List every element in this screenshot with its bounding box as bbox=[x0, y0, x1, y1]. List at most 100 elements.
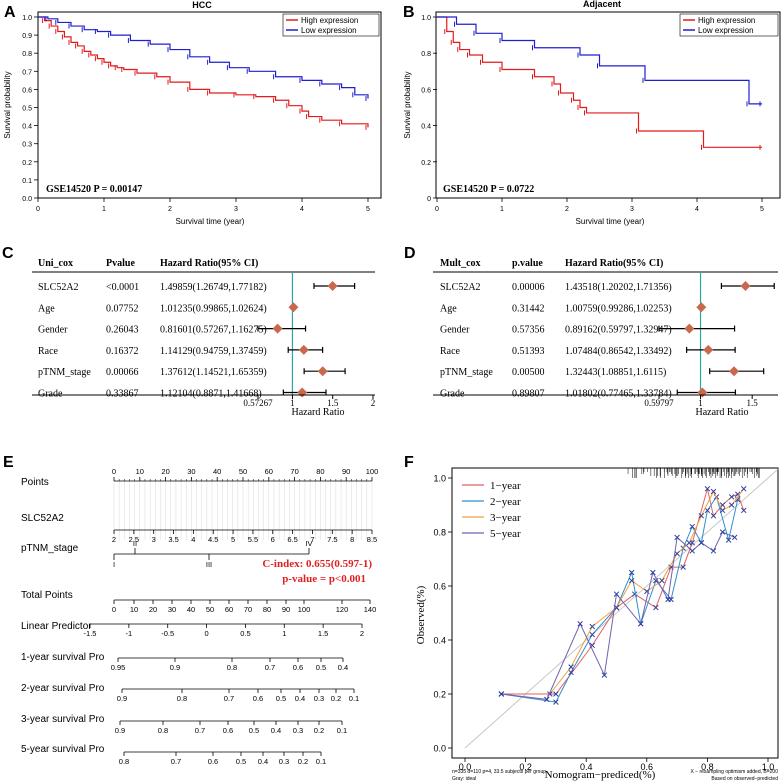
panel-f-point-2-8 bbox=[686, 540, 692, 546]
panel-c-cell-5-0: Grade bbox=[38, 389, 63, 400]
panel-f-xtick-label-1: 0.2 bbox=[519, 762, 532, 772]
panel-f-point-2-4 bbox=[628, 577, 635, 584]
panel-b-legend-low: Low expression bbox=[698, 26, 754, 35]
panel-f-point-2-13 bbox=[741, 486, 747, 492]
panel-e-1-year-tick-label-4: 0.6 bbox=[293, 663, 303, 672]
panel-d-cell-5-2: 1.01802(0.77465,1.33784) bbox=[565, 389, 672, 400]
panel-e-linear-predictor-tick-label-2: -0.5 bbox=[161, 629, 174, 638]
panel-e-slc52a2-tick-label-4: 4 bbox=[191, 535, 195, 544]
panel-e-total-points-tick-label-0: 0 bbox=[112, 605, 116, 614]
panel-f-ytick-label-4: 0.8 bbox=[433, 528, 446, 538]
panel-f-point-3-11 bbox=[710, 548, 717, 554]
panel-f-point-2-9 bbox=[698, 513, 705, 519]
panel-a-ytick-label-4: 0.4 bbox=[22, 124, 32, 131]
panel-e-2-year-tick-label-4: 0.5 bbox=[276, 694, 286, 703]
panel-d: D Mult_cox p.value Hazard Ratio(95% CI) … bbox=[404, 245, 778, 418]
panel-e-5-year-tick-label-6: 0.2 bbox=[298, 757, 308, 766]
panel-b-ytick-label-1: 0.2 bbox=[421, 160, 431, 167]
panel-f-point-3-10 bbox=[698, 540, 705, 546]
panel-e-total-points-tick-label-10: 100 bbox=[298, 605, 311, 614]
panel-d-hr-point-5 bbox=[697, 387, 708, 398]
panel-f-legend-3y: 3−year bbox=[490, 512, 521, 524]
panel-d-cell-0-0: SLC52A2 bbox=[440, 282, 481, 293]
panel-d-axis-label: Hazard Ratio bbox=[695, 407, 748, 418]
panel-c-cell-4-1: 0.00066 bbox=[106, 367, 139, 378]
panel-a-ytick-label-5: 0.5 bbox=[22, 106, 32, 113]
panel-letter-f: F bbox=[404, 454, 414, 471]
panel-e-3-year-tick-label-8: 0.1 bbox=[337, 726, 347, 735]
panel-f-ylabel: Observed(%) bbox=[415, 585, 427, 644]
panel-f-point-3-0 bbox=[498, 691, 505, 697]
panel-e-linear-predictor-tick-label-0: -1.5 bbox=[84, 629, 97, 638]
panel-e-points-tick-label-10: 100 bbox=[366, 467, 379, 476]
panel-f-point-0-7 bbox=[680, 564, 686, 570]
panel-e: E Points SLC52A2 pTNM_stage Total Points Lin… bbox=[3, 454, 378, 766]
panel-c-cell-5-2: 1.12104(0.8871,1.41668) bbox=[160, 389, 262, 400]
panel-f-xlabel: Nomogram−prediced(%) bbox=[545, 769, 656, 781]
panel-d-cell-2-0: Gender bbox=[440, 325, 470, 336]
panel-e-5-year-tick-label-7: 0.1 bbox=[316, 757, 326, 766]
panel-e-total-points-tick-label-5: 50 bbox=[206, 605, 214, 614]
panel-e-3-year-tick-label-7: 0.2 bbox=[314, 726, 324, 735]
panel-a-ylabel: Survival probability bbox=[3, 71, 12, 138]
panel-f-point-3-5 bbox=[637, 621, 644, 627]
panel-d-hr-point-1 bbox=[696, 302, 707, 313]
panel-c-hr-point-5 bbox=[297, 387, 308, 398]
panel-a-pvalue: GSE14520 P = 0.00147 bbox=[46, 184, 142, 195]
panel-e-stage-label-0: I bbox=[113, 560, 115, 569]
panel-e-linear-predictor-tick-label-5: 1 bbox=[282, 629, 286, 638]
panel-a-ytick-label-6: 0.6 bbox=[22, 87, 32, 94]
panel-a-x-ticks: 0 1 2 3 4 5 bbox=[36, 198, 370, 213]
panel-b-curve-low bbox=[437, 16, 762, 105]
panel-e-2-year-tick-label-6: 0.3 bbox=[314, 694, 324, 703]
panel-f-point-3-4 bbox=[613, 591, 620, 597]
panel-f-series-3 bbox=[501, 531, 735, 700]
panel-c-cell-4-0: pTNM_stage bbox=[38, 367, 91, 378]
panel-e-linear-predictor-tick-label-6: 1.5 bbox=[318, 629, 328, 638]
panel-e-grid bbox=[113, 481, 373, 540]
panel-a-ytick-label-10: 1.0 bbox=[22, 15, 32, 22]
panel-f-point-0-5 bbox=[653, 604, 659, 611]
panel-b-legend: High expression Low expression bbox=[679, 13, 779, 37]
panel-e-points-tick-label-6: 60 bbox=[265, 467, 273, 476]
panel-f: F 0.00.20.40.60.81.0 0.0 0.2 0.4 0.6 0.8 1.0 … bbox=[404, 454, 779, 782]
panel-e-stage-label-2: III bbox=[206, 560, 212, 569]
panel-c-cell-0-2: 1.49859(1.26749,1.77182) bbox=[160, 282, 267, 293]
panel-b-xtick-label-4: 4 bbox=[695, 206, 699, 213]
panel-e-slc52a2-tick-label-10: 7 bbox=[310, 535, 314, 544]
panel-a-xtick-label-2: 2 bbox=[168, 206, 172, 213]
panel-letter-d: D bbox=[404, 245, 416, 262]
panel-e-1-year-tick-label-3: 0.7 bbox=[265, 663, 275, 672]
panel-e-row-label-1: SLC52A2 bbox=[21, 513, 64, 524]
panel-e-row-label-0: Points bbox=[21, 477, 49, 488]
panel-f-legend-5y: 5−year bbox=[490, 528, 521, 540]
panel-a-xtick-label-1: 1 bbox=[102, 206, 106, 213]
panel-b-legend-box bbox=[679, 13, 779, 37]
panel-f-ytick-label-0: 0.0 bbox=[433, 744, 446, 754]
panel-e-total-points-tick-label-3: 30 bbox=[168, 605, 176, 614]
panel-c-cell-1-1: 0.07752 bbox=[106, 303, 139, 314]
panel-e-row-label-4: Linear Predictor bbox=[21, 621, 92, 632]
panel-e-3-year-tick-label-3: 0.6 bbox=[223, 726, 233, 735]
panel-e-5-year-tick-label-0: 0.8 bbox=[119, 757, 129, 766]
panel-b-xtick-label-0: 0 bbox=[435, 206, 439, 213]
panel-a-legend-low: Low expression bbox=[301, 26, 357, 35]
panel-f-point-3-2 bbox=[577, 621, 583, 627]
panel-e-3-year-tick-label-1: 0.8 bbox=[158, 726, 168, 735]
panel-f-point-3-6 bbox=[650, 569, 656, 576]
panel-e-2-year-tick-label-2: 0.7 bbox=[224, 694, 234, 703]
panel-f-point-1-5 bbox=[628, 569, 635, 576]
panel-e-points-tick-label-1: 10 bbox=[136, 467, 144, 476]
panel-e-total-points-tick-label-12: 140 bbox=[364, 605, 377, 614]
panel-f-point-0-1 bbox=[553, 691, 559, 697]
panel-e-total-points-tick-label-6: 60 bbox=[225, 605, 233, 614]
panel-f-foot-right1: X − resampling optimism added, B=200 bbox=[690, 769, 778, 775]
panel-e-points-tick-label-3: 30 bbox=[187, 467, 195, 476]
panel-e-slc52a2-tick-label-1: 2.5 bbox=[129, 535, 139, 544]
panel-b-ytick-label-3: 0.6 bbox=[421, 87, 431, 94]
panel-c-hr-point-4 bbox=[317, 366, 328, 377]
panel-b-ytick-label-2: 0.4 bbox=[421, 124, 431, 131]
panel-a-xtick-label-3: 3 bbox=[234, 206, 238, 213]
panel-c-cell-2-2: 0.81601(0.57267,1.16275) bbox=[160, 325, 267, 336]
